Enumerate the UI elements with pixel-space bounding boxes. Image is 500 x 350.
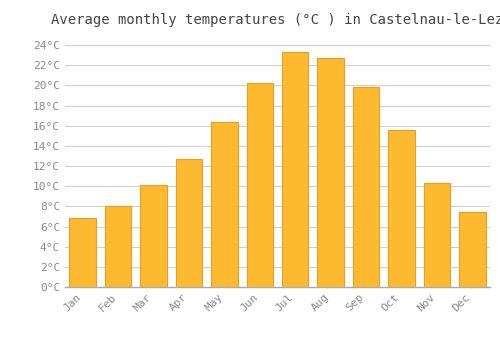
- Bar: [353, 88, 380, 287]
- Bar: [176, 159, 202, 287]
- Bar: [424, 183, 450, 287]
- Bar: [282, 52, 308, 287]
- Bar: [459, 212, 485, 287]
- Title: Average monthly temperatures (°C ) in Castelnau-le-Lez: Average monthly temperatures (°C ) in Ca…: [52, 13, 500, 27]
- Bar: [388, 130, 414, 287]
- Bar: [140, 185, 167, 287]
- Bar: [105, 206, 132, 287]
- Bar: [318, 58, 344, 287]
- Bar: [70, 218, 96, 287]
- Bar: [211, 122, 238, 287]
- Bar: [246, 83, 273, 287]
